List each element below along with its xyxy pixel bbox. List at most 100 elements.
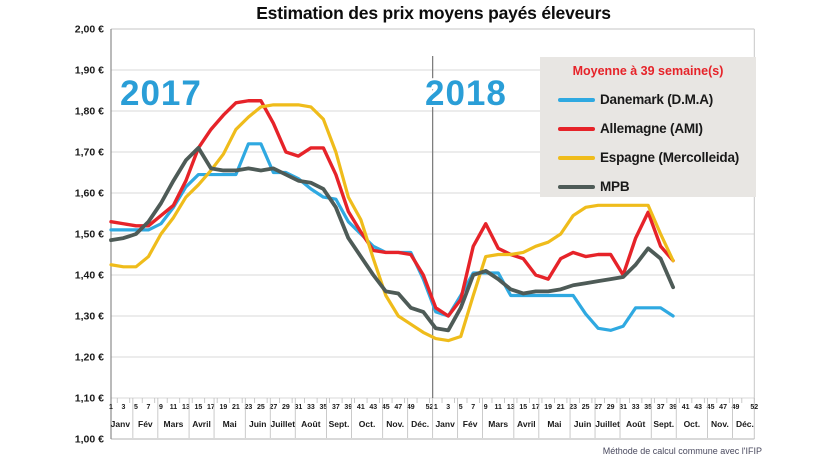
x-week-label: 27	[594, 404, 602, 411]
x-week-label: 5	[459, 404, 463, 411]
x-month-label: Juin	[574, 419, 591, 429]
y-axis-label: 1,80 €	[75, 106, 104, 118]
year-label-2018: 2018	[425, 74, 507, 113]
x-week-label: 1	[109, 404, 113, 411]
x-week-label: 37	[332, 404, 340, 411]
legend-item-4: MPB	[550, 172, 746, 201]
x-month-label: Janv	[111, 419, 131, 429]
x-week-label: 31	[294, 404, 302, 411]
x-month-label: Mai	[547, 419, 561, 429]
legend-swatch	[558, 155, 595, 160]
y-axis-label: 1,60 €	[75, 188, 104, 200]
x-week-label: 13	[182, 404, 190, 411]
legend-label: Danemark (D.M.A)	[600, 92, 714, 107]
series-line-mpb	[109, 145, 676, 333]
x-week-label: 29	[282, 404, 290, 411]
x-week-label: 47	[394, 404, 402, 411]
y-axis-label: 1,00 €	[75, 434, 104, 446]
x-month-label: Janv	[435, 419, 455, 429]
y-axis-label: 1,70 €	[75, 147, 104, 159]
x-week-label: 25	[582, 404, 590, 411]
x-week-label: 15	[195, 404, 203, 411]
x-week-label: 3	[446, 404, 450, 411]
x-week-label: 7	[147, 404, 151, 411]
y-axis-label: 2,00 €	[75, 24, 104, 36]
x-week-label: 13	[507, 404, 515, 411]
legend-swatch	[558, 97, 595, 102]
x-week-label: 3	[122, 404, 126, 411]
legend-box: Moyenne à 39 semaine(s) Danemark (D.M.A)…	[540, 57, 756, 197]
x-week-label: 7	[471, 404, 475, 411]
x-week-label: 11	[495, 404, 503, 411]
x-month-label: Avril	[192, 419, 211, 429]
x-month-label: Déc.	[411, 419, 429, 429]
x-month-label: Juillet	[270, 419, 295, 429]
x-month-label: Nov.	[711, 419, 729, 429]
x-week-label: 29	[607, 404, 615, 411]
x-week-label: 19	[544, 404, 552, 411]
y-axis-label: 1,50 €	[75, 229, 104, 241]
x-week-label: 39	[344, 404, 352, 411]
x-week-label: 15	[519, 404, 527, 411]
x-month-label: Fév	[463, 419, 478, 429]
x-week-label: 9	[484, 404, 488, 411]
footnote: Méthode de calcul commune avec l'IFIP	[602, 446, 762, 456]
series-line-espagne-mercolleida	[109, 103, 675, 343]
y-axis-label: 1,20 €	[75, 352, 104, 364]
x-month-label: Août	[626, 419, 646, 429]
x-month-label: Oct.	[684, 419, 701, 429]
legend-swatch	[558, 184, 595, 189]
x-week-label: 25	[257, 404, 265, 411]
x-week-label: 21	[232, 404, 240, 411]
x-month-label: Mars	[488, 419, 508, 429]
x-week-label: 45	[707, 404, 715, 411]
x-week-label: 5	[134, 404, 138, 411]
legend-title: Moyenne à 39 semaine(s)	[572, 64, 724, 78]
y-axis-label: 1,30 €	[75, 311, 104, 323]
x-week-label: 35	[319, 404, 327, 411]
legend-item-2: Allemagne (AMI)	[550, 114, 746, 143]
legend-label: MPB	[600, 179, 630, 194]
y-axis-label: 1,40 €	[75, 270, 104, 282]
x-month-label: Mars	[164, 419, 184, 429]
legend-item-3: Espagne (Mercolleida)	[550, 143, 746, 172]
x-month-label: Déc.	[736, 419, 754, 429]
x-month-label: Juin	[249, 419, 266, 429]
x-week-label: 33	[632, 404, 640, 411]
x-week-label: 21	[557, 404, 565, 411]
x-week-label: 33	[307, 404, 315, 411]
y-axis-label: 1,90 €	[75, 65, 104, 77]
x-week-label: 41	[357, 404, 365, 411]
x-month-label: Fév	[138, 419, 153, 429]
x-week-label: 49	[732, 404, 740, 411]
x-week-label: 41	[682, 404, 690, 411]
x-week-label: 27	[269, 404, 277, 411]
x-week-label: 45	[382, 404, 390, 411]
year-label-2017: 2017	[120, 74, 202, 113]
x-week-label: 31	[619, 404, 627, 411]
x-week-label: 17	[207, 404, 215, 411]
x-week-label: 17	[532, 404, 540, 411]
x-week-label: 11	[170, 404, 178, 411]
legend-label: Espagne (Mercolleida)	[600, 150, 740, 165]
series-line-allemagne-ami	[109, 99, 675, 318]
x-month-label: Avril	[517, 419, 536, 429]
y-axis-label: 1,10 €	[75, 393, 104, 405]
x-month-label: Sept.	[329, 419, 350, 429]
x-week-label: 23	[245, 404, 253, 411]
x-week-label: 23	[569, 404, 577, 411]
x-month-label: Nov.	[386, 419, 404, 429]
x-week-label: 1	[434, 404, 438, 411]
x-month-label: Août	[301, 419, 321, 429]
x-week-label: 19	[220, 404, 228, 411]
x-month-label: Oct.	[359, 419, 376, 429]
x-month-label: Mai	[223, 419, 237, 429]
x-week-label: 52	[426, 404, 434, 411]
x-week-label: 9	[159, 404, 163, 411]
x-week-label: 47	[719, 404, 727, 411]
chart-title: Estimation des prix moyens payés éleveur…	[256, 3, 611, 23]
x-month-label: Juillet	[595, 419, 620, 429]
x-week-label: 43	[694, 404, 702, 411]
legend-items: Danemark (D.M.A) Allemagne (AMI) Espagne (…	[550, 85, 746, 201]
